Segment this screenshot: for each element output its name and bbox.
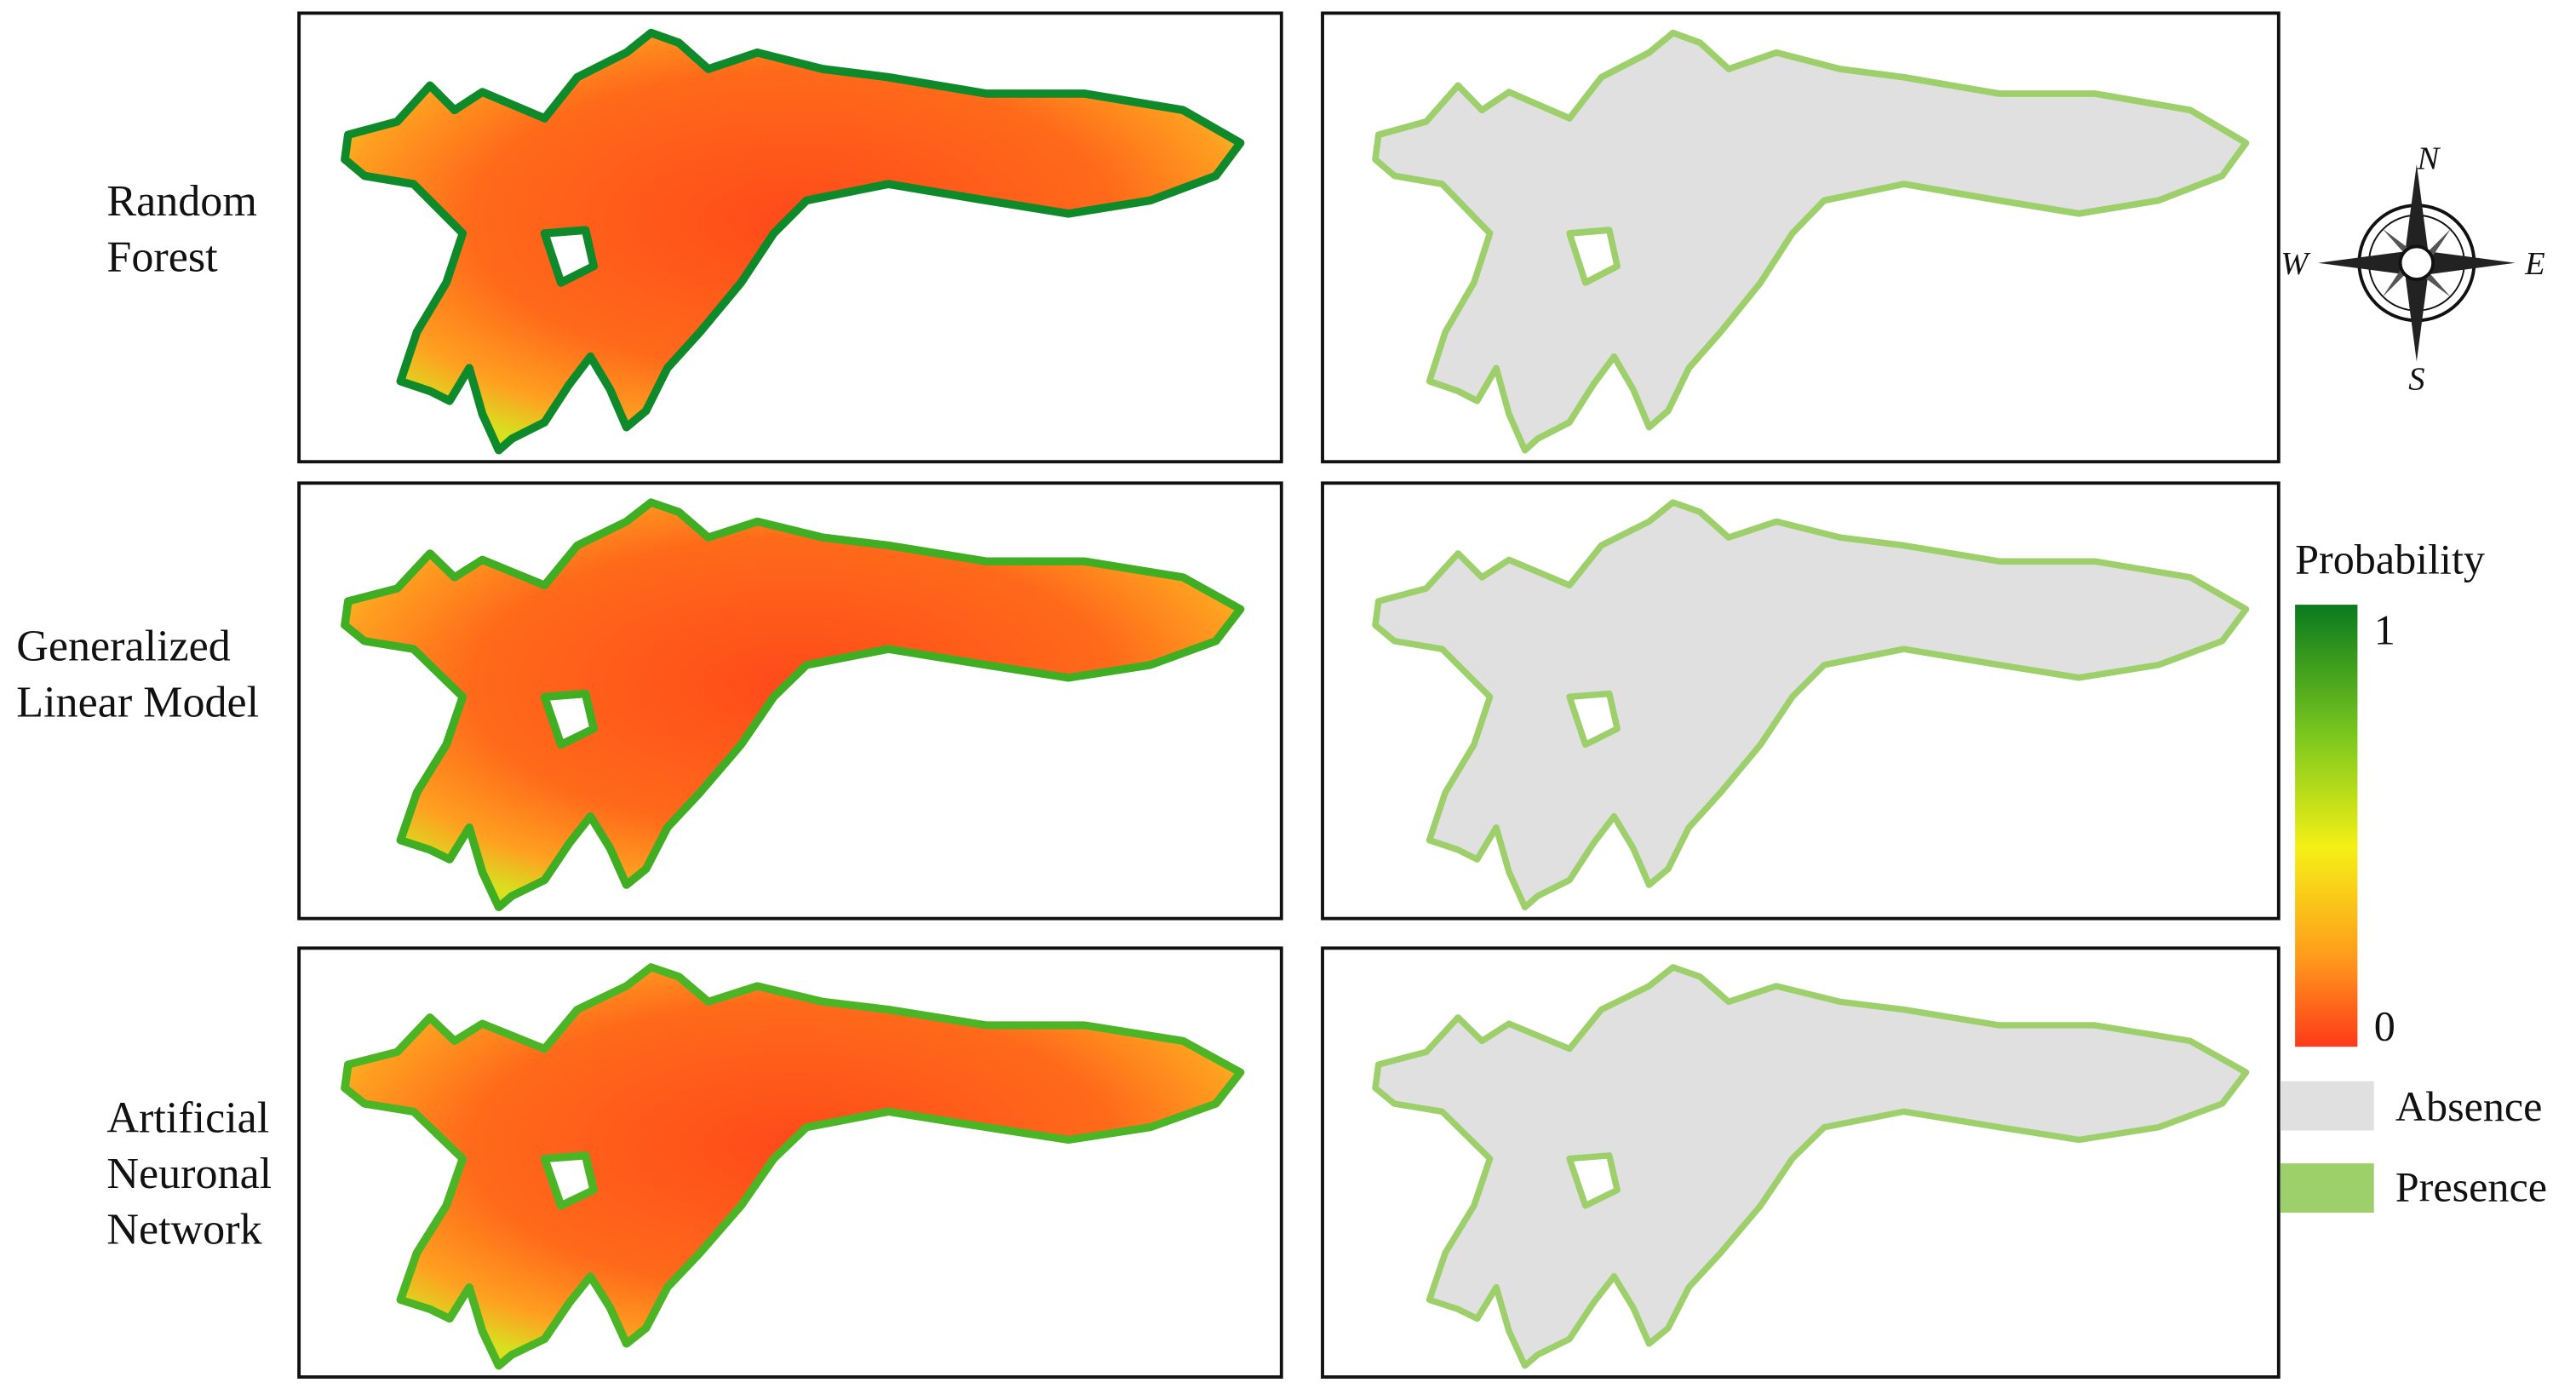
legend-class: Absence [2395,1082,2543,1130]
row-label: Random Forest [106,177,256,282]
scale-max: 1 [2374,605,2395,653]
row-label: Generalized Linear Model [16,623,259,727]
compass-east: E [2524,246,2545,282]
scale-min: 0 [2374,1001,2395,1049]
row-label: Artificial Neuronal Network [106,1093,272,1254]
compass-west: W [2281,246,2311,282]
legend-class: Presence [2395,1163,2547,1211]
legend-title: Probability [2295,535,2485,582]
compass-south: S [2408,361,2424,397]
absence-swatch [2280,1081,2374,1131]
color-scale [2295,605,2358,1047]
compass: N E S W [2281,141,2544,398]
presence-swatch [2280,1163,2374,1214]
compass-north: N [2417,141,2441,177]
